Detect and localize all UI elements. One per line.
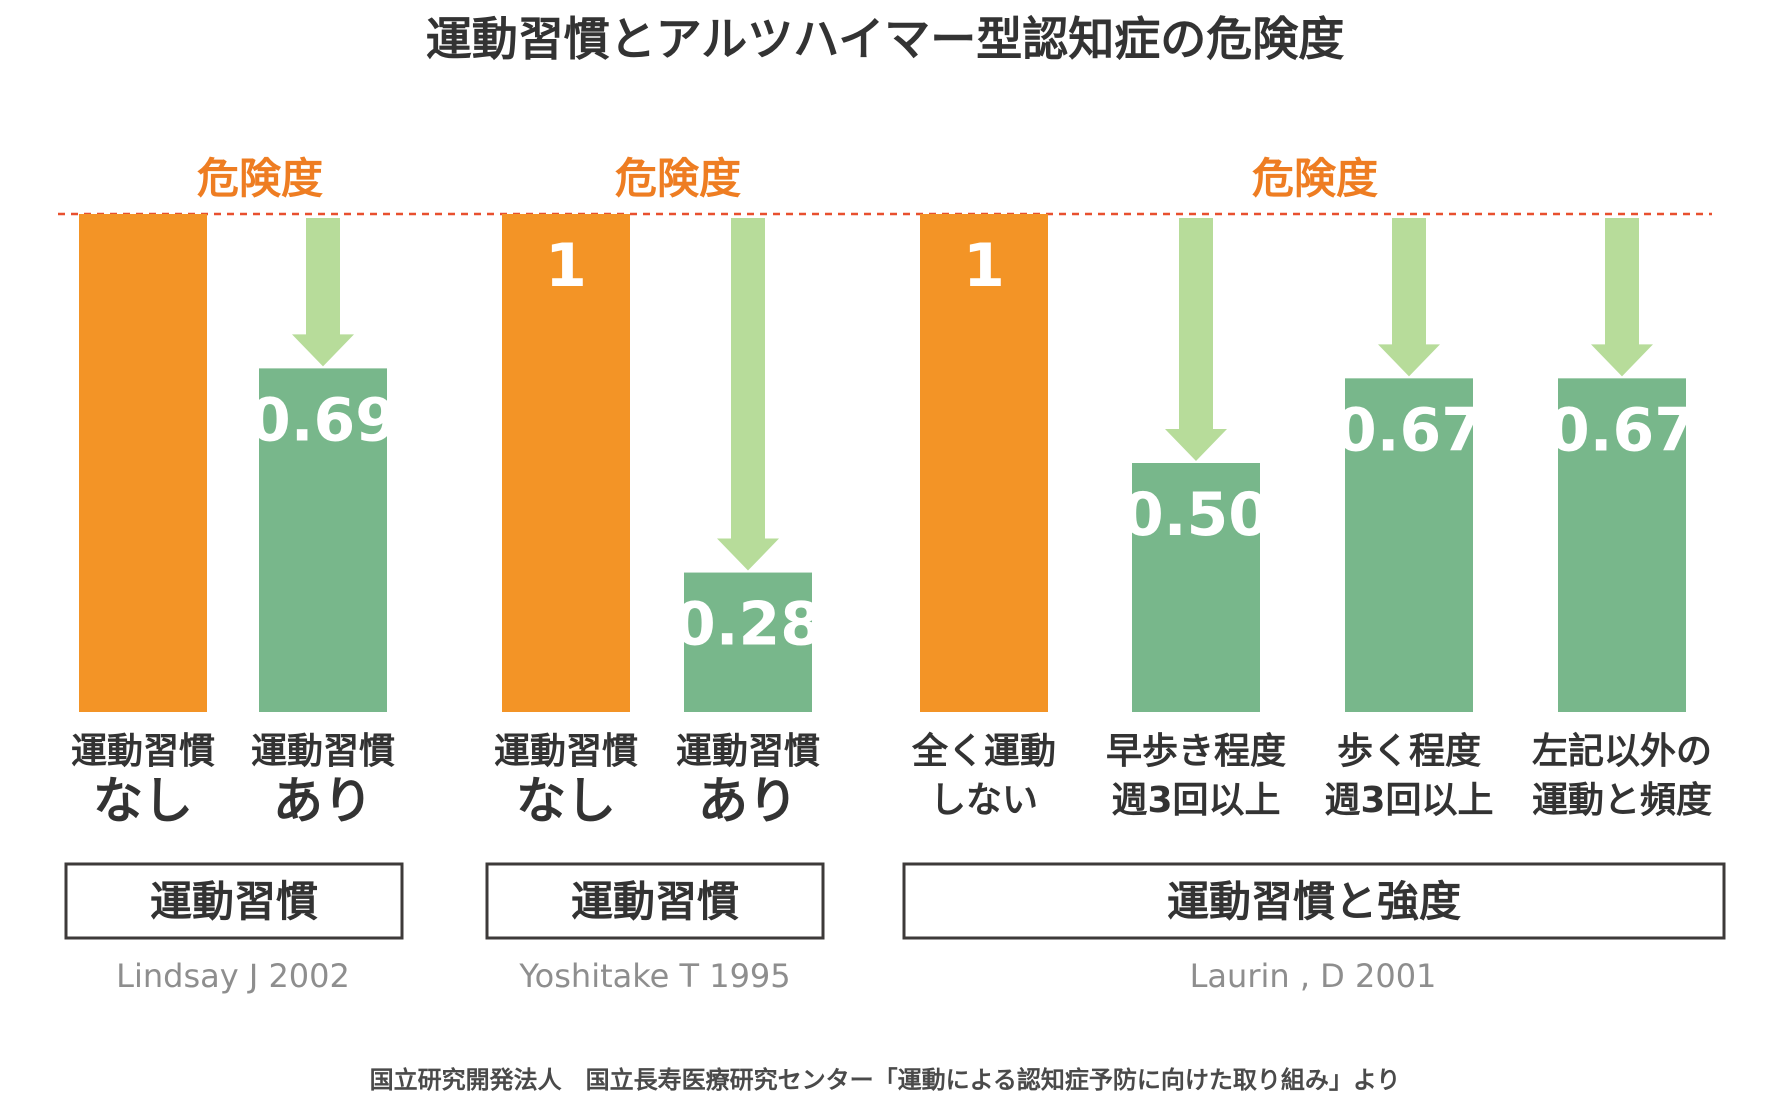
category-label-line1: 左記以外の [1532, 731, 1712, 772]
arrow-down-icon [292, 218, 354, 367]
category-label-line1: 運動習慣 [251, 731, 395, 772]
group-box [902, 862, 1726, 940]
category-label-line2: 週3回以上 [1324, 780, 1493, 821]
category-label-line2: あり [273, 772, 373, 830]
arrow-down-icon [717, 218, 779, 571]
group-box [485, 862, 825, 940]
category-label-line1: 運動習慣 [676, 731, 820, 772]
panel-3: 危険度1全く運動しない0.50早歩き程度週3回以上0.67歩く程度週3回以上0.… [902, 154, 1726, 995]
source-citation: Yoshitake T 1995 [518, 957, 790, 995]
bar [1558, 378, 1686, 712]
bar-value-label: 0.67 [1548, 395, 1696, 465]
category-label-line2: あり [698, 772, 798, 830]
bar [79, 214, 207, 712]
arrow-down-icon [1591, 218, 1653, 377]
bar-value-label: 0.28 [674, 590, 822, 660]
group-box [64, 862, 404, 940]
category-label-line1: 歩く程度 [1337, 731, 1481, 772]
group-label: 運動習慣 [150, 877, 318, 926]
bar-value-label: 0.50 [1122, 480, 1270, 550]
footnote-source: 国立研究開発法人 国立長寿医療研究センター「運動による認知症予防に向けた取り組み… [370, 1066, 1401, 1094]
group-label: 運動習慣と強度 [1167, 877, 1461, 926]
risk-label: 危険度 [1252, 154, 1378, 203]
bar-value-label: 1 [963, 231, 1005, 301]
bar-value-label: 1 [545, 231, 587, 301]
bar [684, 572, 812, 712]
bar [1132, 463, 1260, 712]
category-label-line1: 全く運動 [911, 730, 1056, 772]
arrow-down-icon [1378, 218, 1440, 377]
category-label-line2: 週3回以上 [1111, 780, 1280, 821]
category-label-line2: しない [930, 780, 1038, 821]
bar [259, 368, 387, 712]
chart-title: 運動習慣とアルツハイマー型認知症の危険度 [426, 12, 1345, 66]
bar [1345, 378, 1473, 712]
bar-value-label: 0.67 [1335, 395, 1483, 465]
bar-value-label: 0.69 [249, 385, 397, 455]
category-label-line1: 早歩き程度 [1106, 731, 1286, 772]
category-label-line1: 運動習慣 [494, 731, 638, 772]
category-label-line1: 運動習慣 [71, 731, 215, 772]
category-label-line2: 運動と頻度 [1532, 780, 1712, 821]
bar [502, 214, 630, 712]
group-label: 運動習慣 [571, 877, 739, 926]
source-citation: Laurin , D 2001 [1190, 957, 1437, 995]
category-label-line2: なし [516, 772, 616, 830]
source-citation: Lindsay J 2002 [116, 957, 350, 995]
risk-label: 危険度 [615, 154, 741, 203]
arrow-down-icon [1165, 218, 1227, 461]
bar [920, 214, 1048, 712]
category-label-line2: なし [93, 772, 193, 830]
risk-label: 危険度 [197, 154, 323, 203]
